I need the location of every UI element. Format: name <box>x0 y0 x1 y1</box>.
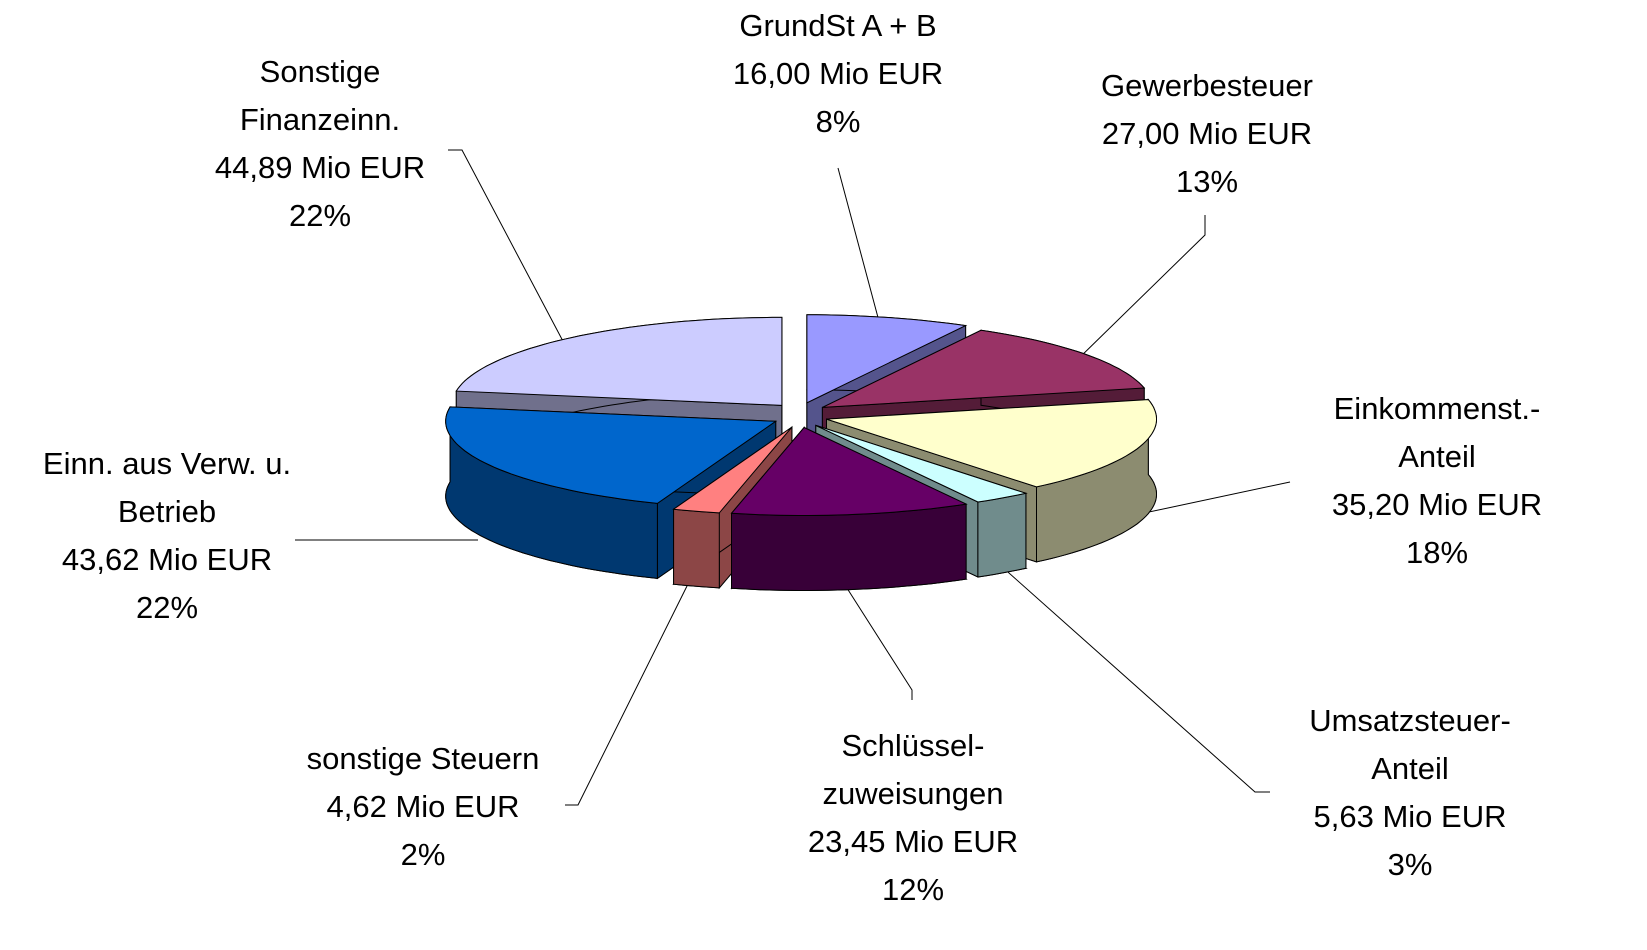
data-label: Einkommenst.- Anteil 35,20 Mio EUR 18% <box>1257 385 1617 577</box>
data-label: sonstige Steuern 4,62 Mio EUR 2% <box>243 735 603 879</box>
label-value: 16,00 Mio EUR <box>732 56 944 91</box>
label-category: Einkommenst.- Anteil <box>1333 391 1541 474</box>
slice <box>806 314 968 404</box>
data-label: Einn. aus Verw. u. Betrieb 43,62 Mio EUR 2… <box>0 440 347 632</box>
label-value: 44,89 Mio EUR <box>214 150 426 185</box>
slice <box>672 426 793 514</box>
label-percent: 12% <box>881 872 945 907</box>
leader-line <box>565 579 691 806</box>
pie <box>445 314 1157 591</box>
slice <box>815 424 1028 503</box>
leader-line <box>999 564 1270 793</box>
label-category: Schlüssel- zuweisungen <box>822 728 1004 811</box>
slice-wall <box>673 508 720 589</box>
slice-group <box>730 426 968 591</box>
label-percent: 22% <box>135 590 199 625</box>
label-category: Einn. aus Verw. u. Betrieb <box>42 446 292 529</box>
slice <box>455 316 783 406</box>
slice <box>826 399 1157 488</box>
label-value: 23,45 Mio EUR <box>807 824 1019 859</box>
label-percent: 8% <box>815 104 861 139</box>
label-category: sonstige Steuern <box>306 741 540 776</box>
leader-line <box>837 167 881 326</box>
leader-line <box>1074 215 1206 363</box>
label-percent: 18% <box>1405 535 1469 570</box>
leader-line <box>1134 481 1291 516</box>
label-percent: 13% <box>1175 164 1239 199</box>
slice <box>822 329 1146 408</box>
label-percent: 22% <box>288 198 352 233</box>
label-value: 27,00 Mio EUR <box>1101 116 1313 151</box>
slice-wall <box>977 492 1027 578</box>
label-percent: 2% <box>400 837 446 872</box>
data-label: Schlüssel- zuweisungen 23,45 Mio EUR 12% <box>733 722 1093 914</box>
data-label: Sonstige Finanzeinn. 44,89 Mio EUR 22% <box>140 48 500 240</box>
label-value: 43,62 Mio EUR <box>61 542 273 577</box>
label-category: Umsatzsteuer- Anteil <box>1309 703 1511 786</box>
label-value: 4,62 Mio EUR <box>326 789 520 824</box>
label-category: Gewerbesteuer <box>1101 68 1313 103</box>
slice-group <box>445 406 778 580</box>
data-label: Umsatzsteuer- Anteil 5,63 Mio EUR 3% <box>1230 697 1590 889</box>
leader-line <box>844 584 913 700</box>
data-label: Gewerbesteuer 27,00 Mio EUR 13% <box>1027 62 1387 206</box>
label-value: 35,20 Mio EUR <box>1331 487 1543 522</box>
slice <box>730 426 968 516</box>
leader-line <box>448 149 566 346</box>
label-percent: 3% <box>1387 847 1433 882</box>
slice <box>445 406 778 504</box>
label-value: 5,63 Mio EUR <box>1313 799 1507 834</box>
label-category: GrundSt A + B <box>739 8 937 43</box>
data-label: GrundSt A + B 16,00 Mio EUR 8% <box>658 2 1018 146</box>
label-category: Sonstige Finanzeinn. <box>239 54 401 137</box>
slice-wall <box>731 503 967 591</box>
